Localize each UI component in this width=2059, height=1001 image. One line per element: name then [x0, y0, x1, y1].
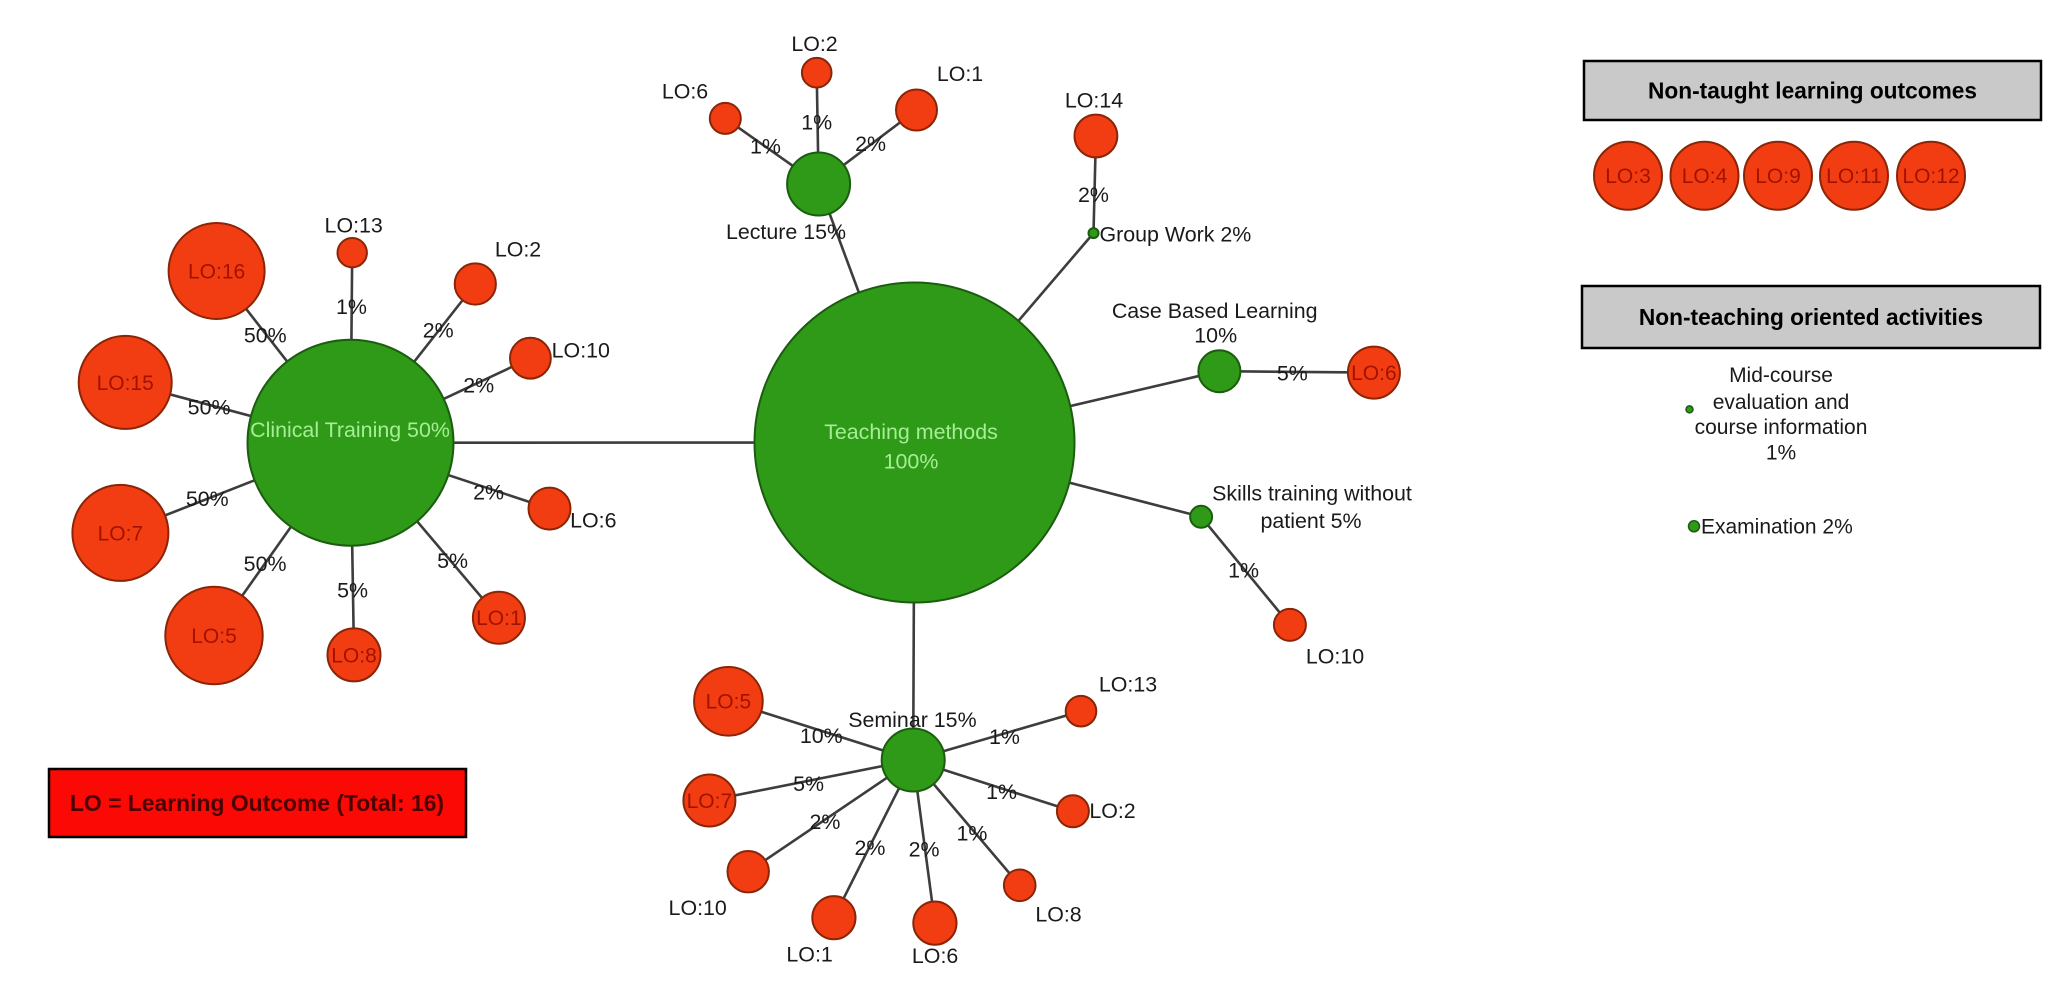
svg-text:course information: course information — [1695, 416, 1868, 439]
svg-text:5%: 5% — [1277, 362, 1308, 386]
svg-text:5%: 5% — [337, 578, 368, 602]
svg-text:evaluation and: evaluation and — [1713, 391, 1850, 414]
svg-text:LO:10: LO:10 — [669, 896, 727, 920]
svg-text:Clinical Training 50%: Clinical Training 50% — [250, 418, 450, 442]
svg-text:LO:1: LO:1 — [937, 62, 983, 86]
svg-text:50%: 50% — [186, 487, 229, 511]
svg-text:10%: 10% — [1194, 324, 1237, 348]
svg-text:1%: 1% — [336, 295, 367, 319]
svg-text:1%: 1% — [750, 135, 781, 159]
svg-text:LO:6: LO:6 — [662, 79, 708, 103]
svg-text:Teaching methods: Teaching methods — [824, 420, 998, 444]
svg-text:LO:11: LO:11 — [1826, 165, 1882, 188]
svg-text:Examination 2%: Examination 2% — [1701, 516, 1853, 539]
svg-text:LO:6: LO:6 — [1351, 362, 1397, 385]
svg-text:Non-taught learning outcomes: Non-taught learning outcomes — [1648, 78, 1977, 104]
svg-text:1%: 1% — [1228, 558, 1259, 582]
svg-text:LO:6: LO:6 — [912, 944, 958, 968]
svg-text:LO:5: LO:5 — [191, 625, 237, 648]
svg-text:2%: 2% — [855, 132, 886, 156]
svg-text:LO:10: LO:10 — [1306, 645, 1364, 669]
svg-text:LO:1: LO:1 — [476, 607, 522, 630]
svg-text:LO:2: LO:2 — [495, 238, 541, 262]
svg-text:LO:6: LO:6 — [570, 508, 616, 532]
svg-text:2%: 2% — [909, 838, 940, 862]
svg-text:LO:9: LO:9 — [1755, 165, 1801, 188]
svg-text:Group Work 2%: Group Work 2% — [1100, 222, 1252, 246]
svg-text:50%: 50% — [244, 323, 287, 347]
svg-text:2%: 2% — [1078, 183, 1109, 207]
svg-text:Mid-course: Mid-course — [1729, 364, 1833, 387]
svg-text:1%: 1% — [986, 780, 1017, 804]
svg-text:Skills training without: Skills training without — [1212, 481, 1412, 505]
svg-text:1%: 1% — [956, 821, 987, 845]
svg-text:LO:14: LO:14 — [1065, 88, 1123, 112]
svg-text:LO:15: LO:15 — [97, 372, 154, 395]
svg-text:2%: 2% — [463, 374, 494, 398]
svg-text:100%: 100% — [884, 449, 939, 473]
svg-text:1%: 1% — [989, 725, 1020, 749]
svg-text:LO:2: LO:2 — [1089, 799, 1135, 823]
svg-text:LO:13: LO:13 — [1099, 673, 1157, 697]
svg-text:1%: 1% — [1766, 442, 1796, 465]
svg-text:patient 5%: patient 5% — [1260, 509, 1361, 533]
svg-text:Seminar 15%: Seminar 15% — [848, 708, 976, 732]
svg-text:2%: 2% — [473, 481, 504, 505]
svg-text:LO:16: LO:16 — [188, 260, 245, 283]
svg-text:LO:7: LO:7 — [687, 790, 733, 813]
svg-text:LO:4: LO:4 — [1682, 165, 1728, 188]
svg-text:5%: 5% — [437, 549, 468, 573]
svg-text:LO = Learning Outcome (Total:: LO = Learning Outcome (Total: 16) — [70, 790, 444, 816]
svg-text:1%: 1% — [801, 110, 832, 134]
svg-text:LO:7: LO:7 — [98, 522, 144, 545]
svg-text:50%: 50% — [188, 395, 231, 419]
svg-text:LO:5: LO:5 — [706, 691, 752, 714]
svg-text:50%: 50% — [244, 552, 287, 576]
svg-text:LO:8: LO:8 — [1035, 903, 1081, 927]
svg-text:2%: 2% — [809, 810, 840, 834]
svg-text:5%: 5% — [793, 772, 824, 796]
svg-text:LO:8: LO:8 — [331, 644, 377, 667]
svg-text:2%: 2% — [423, 318, 454, 342]
svg-text:Case Based Learning: Case Based Learning — [1112, 299, 1318, 323]
svg-text:LO:2: LO:2 — [791, 32, 837, 56]
svg-text:Non-teaching oriented activiti: Non-teaching oriented activities — [1639, 304, 1983, 330]
svg-text:LO:3: LO:3 — [1605, 165, 1651, 188]
svg-text:2%: 2% — [854, 836, 885, 860]
svg-text:LO:1: LO:1 — [786, 942, 832, 966]
svg-text:LO:12: LO:12 — [1902, 165, 1959, 188]
svg-text:LO:10: LO:10 — [552, 339, 610, 363]
svg-text:10%: 10% — [800, 724, 843, 748]
svg-text:LO:13: LO:13 — [325, 213, 383, 237]
svg-text:Lecture 15%: Lecture 15% — [726, 220, 846, 244]
